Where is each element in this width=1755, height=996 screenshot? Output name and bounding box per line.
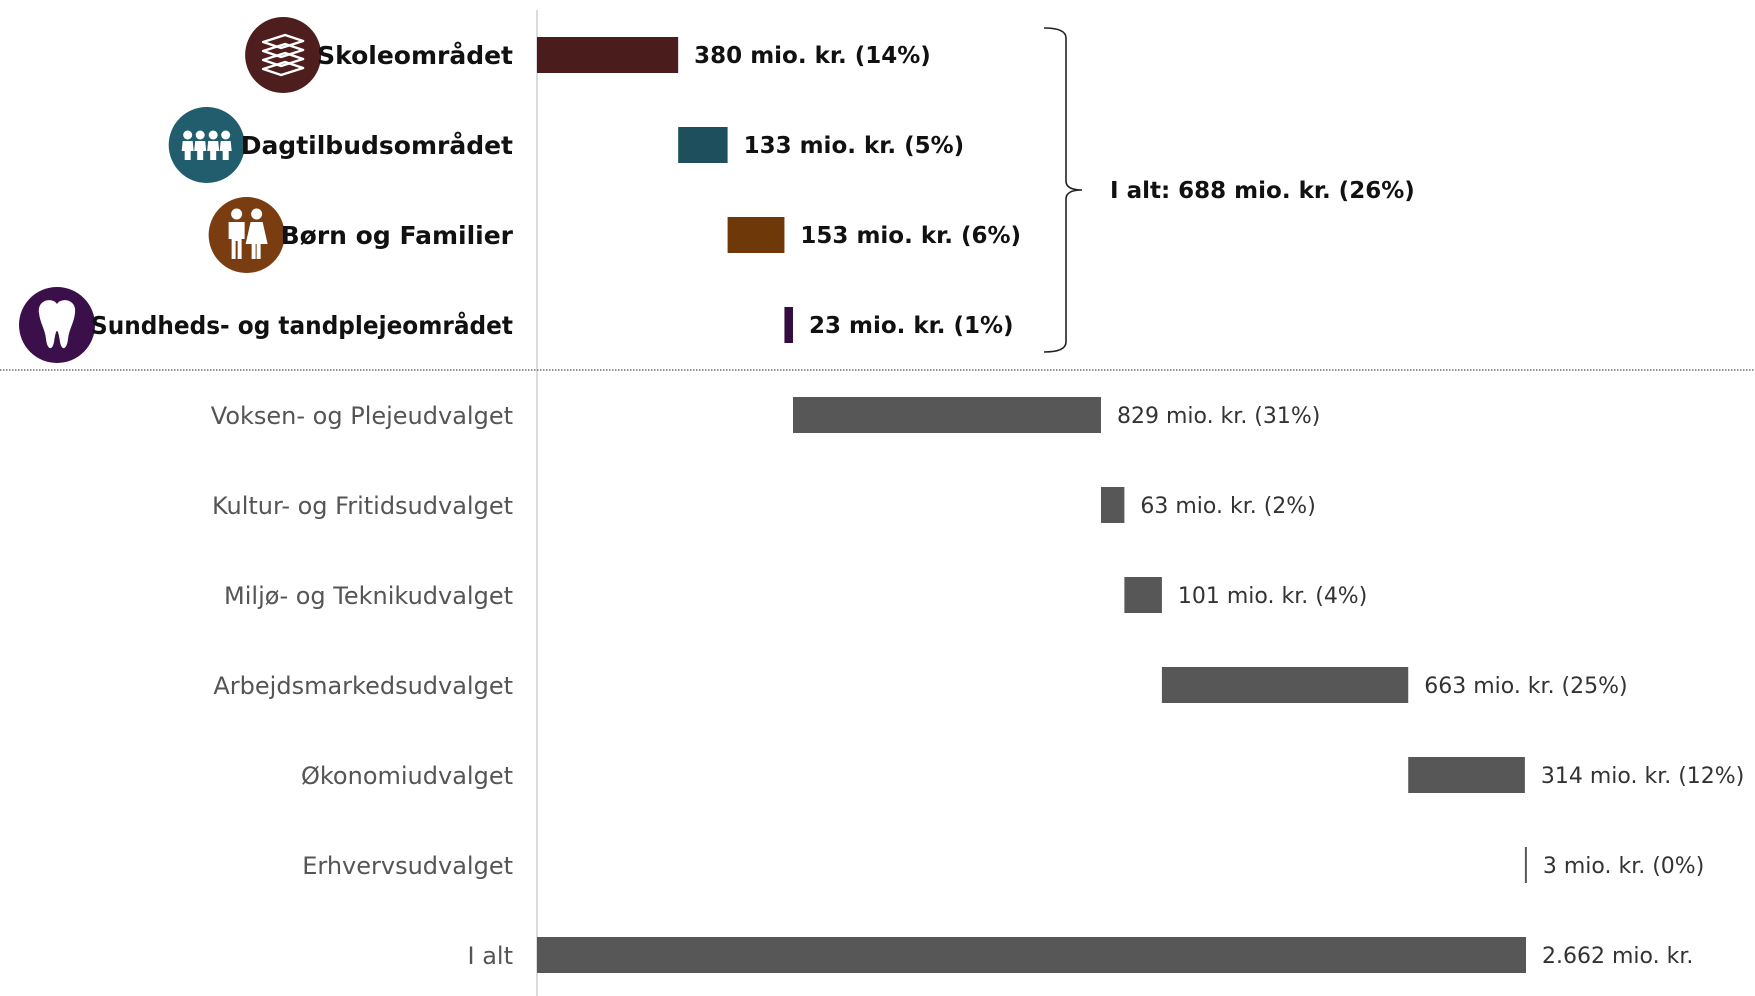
category-label-i-alt: I alt bbox=[468, 942, 514, 970]
value-label-voksen-og-plejeudvalget: 829 mio. kr. (31%) bbox=[1117, 404, 1320, 429]
children-group-icon bbox=[168, 107, 245, 183]
bar-sundheds-og-tandplejeomradet bbox=[784, 307, 793, 343]
value-label-i-alt: 2.662 mio. kr. bbox=[1542, 944, 1693, 969]
bar-kultur-og-fritidsudvalget bbox=[1100, 487, 1125, 523]
category-label-born-og-familier: Børn og Familier bbox=[281, 221, 514, 250]
group-brace bbox=[1043, 27, 1083, 353]
category-label-voksen-og-plejeudvalget: Voksen- og Plejeudvalget bbox=[211, 402, 513, 430]
category-label-arbejdsmarkedsudvalget: Arbejdsmarkedsudvalget bbox=[213, 672, 513, 700]
value-label-erhvervsudvalget: 3 mio. kr. (0%) bbox=[1543, 854, 1704, 879]
books-icon bbox=[245, 17, 322, 93]
value-label-arbejdsmarkedsudvalget: 663 mio. kr. (25%) bbox=[1424, 674, 1627, 699]
value-label-miljo-og-teknikudvalget: 101 mio. kr. (4%) bbox=[1178, 584, 1367, 609]
bar-i-alt bbox=[537, 937, 1526, 973]
value-label-sundheds-og-tandplejeomradet: 23 mio. kr. (1%) bbox=[809, 313, 1014, 339]
group-total-label: I alt: 688 mio. kr. (26%) bbox=[1110, 178, 1415, 204]
category-label-kultur-og-fritidsudvalget: Kultur- og Fritidsudvalget bbox=[212, 492, 513, 520]
value-label-okonomiudvalget: 314 mio. kr. (12%) bbox=[1541, 764, 1744, 789]
bar-born-og-familier bbox=[727, 217, 785, 253]
value-label-kultur-og-fritidsudvalget: 63 mio. kr. (2%) bbox=[1140, 494, 1315, 519]
bar-voksen-og-plejeudvalget bbox=[792, 397, 1101, 433]
value-label-born-og-familier: 153 mio. kr. (6%) bbox=[800, 223, 1021, 249]
family-icon bbox=[208, 197, 285, 273]
category-label-dagtilbudsomradet: Dagtilbudsområdet bbox=[241, 131, 513, 160]
tooth-icon bbox=[19, 287, 95, 363]
category-label-sundheds-og-tandplejeomradet: Sundheds- og tandplejeområdet bbox=[91, 311, 513, 340]
bar-miljo-og-teknikudvalget bbox=[1124, 577, 1162, 613]
bar-skoleomradet bbox=[537, 37, 679, 73]
category-label-miljo-og-teknikudvalget: Miljø- og Teknikudvalget bbox=[224, 582, 513, 610]
bar-erhvervsudvalget bbox=[1524, 847, 1527, 883]
bar-okonomiudvalget bbox=[1408, 757, 1525, 793]
category-label-skoleomradet: Skoleområdet bbox=[317, 41, 513, 70]
value-label-dagtilbudsomradet: 133 mio. kr. (5%) bbox=[744, 133, 965, 159]
bar-dagtilbudsomradet bbox=[678, 127, 728, 163]
bar-arbejdsmarkedsudvalget bbox=[1161, 667, 1409, 703]
value-label-skoleomradet: 380 mio. kr. (14%) bbox=[694, 43, 931, 69]
category-label-okonomiudvalget: Økonomiudvalget bbox=[301, 762, 513, 790]
category-label-erhvervsudvalget: Erhvervsudvalget bbox=[302, 852, 513, 880]
